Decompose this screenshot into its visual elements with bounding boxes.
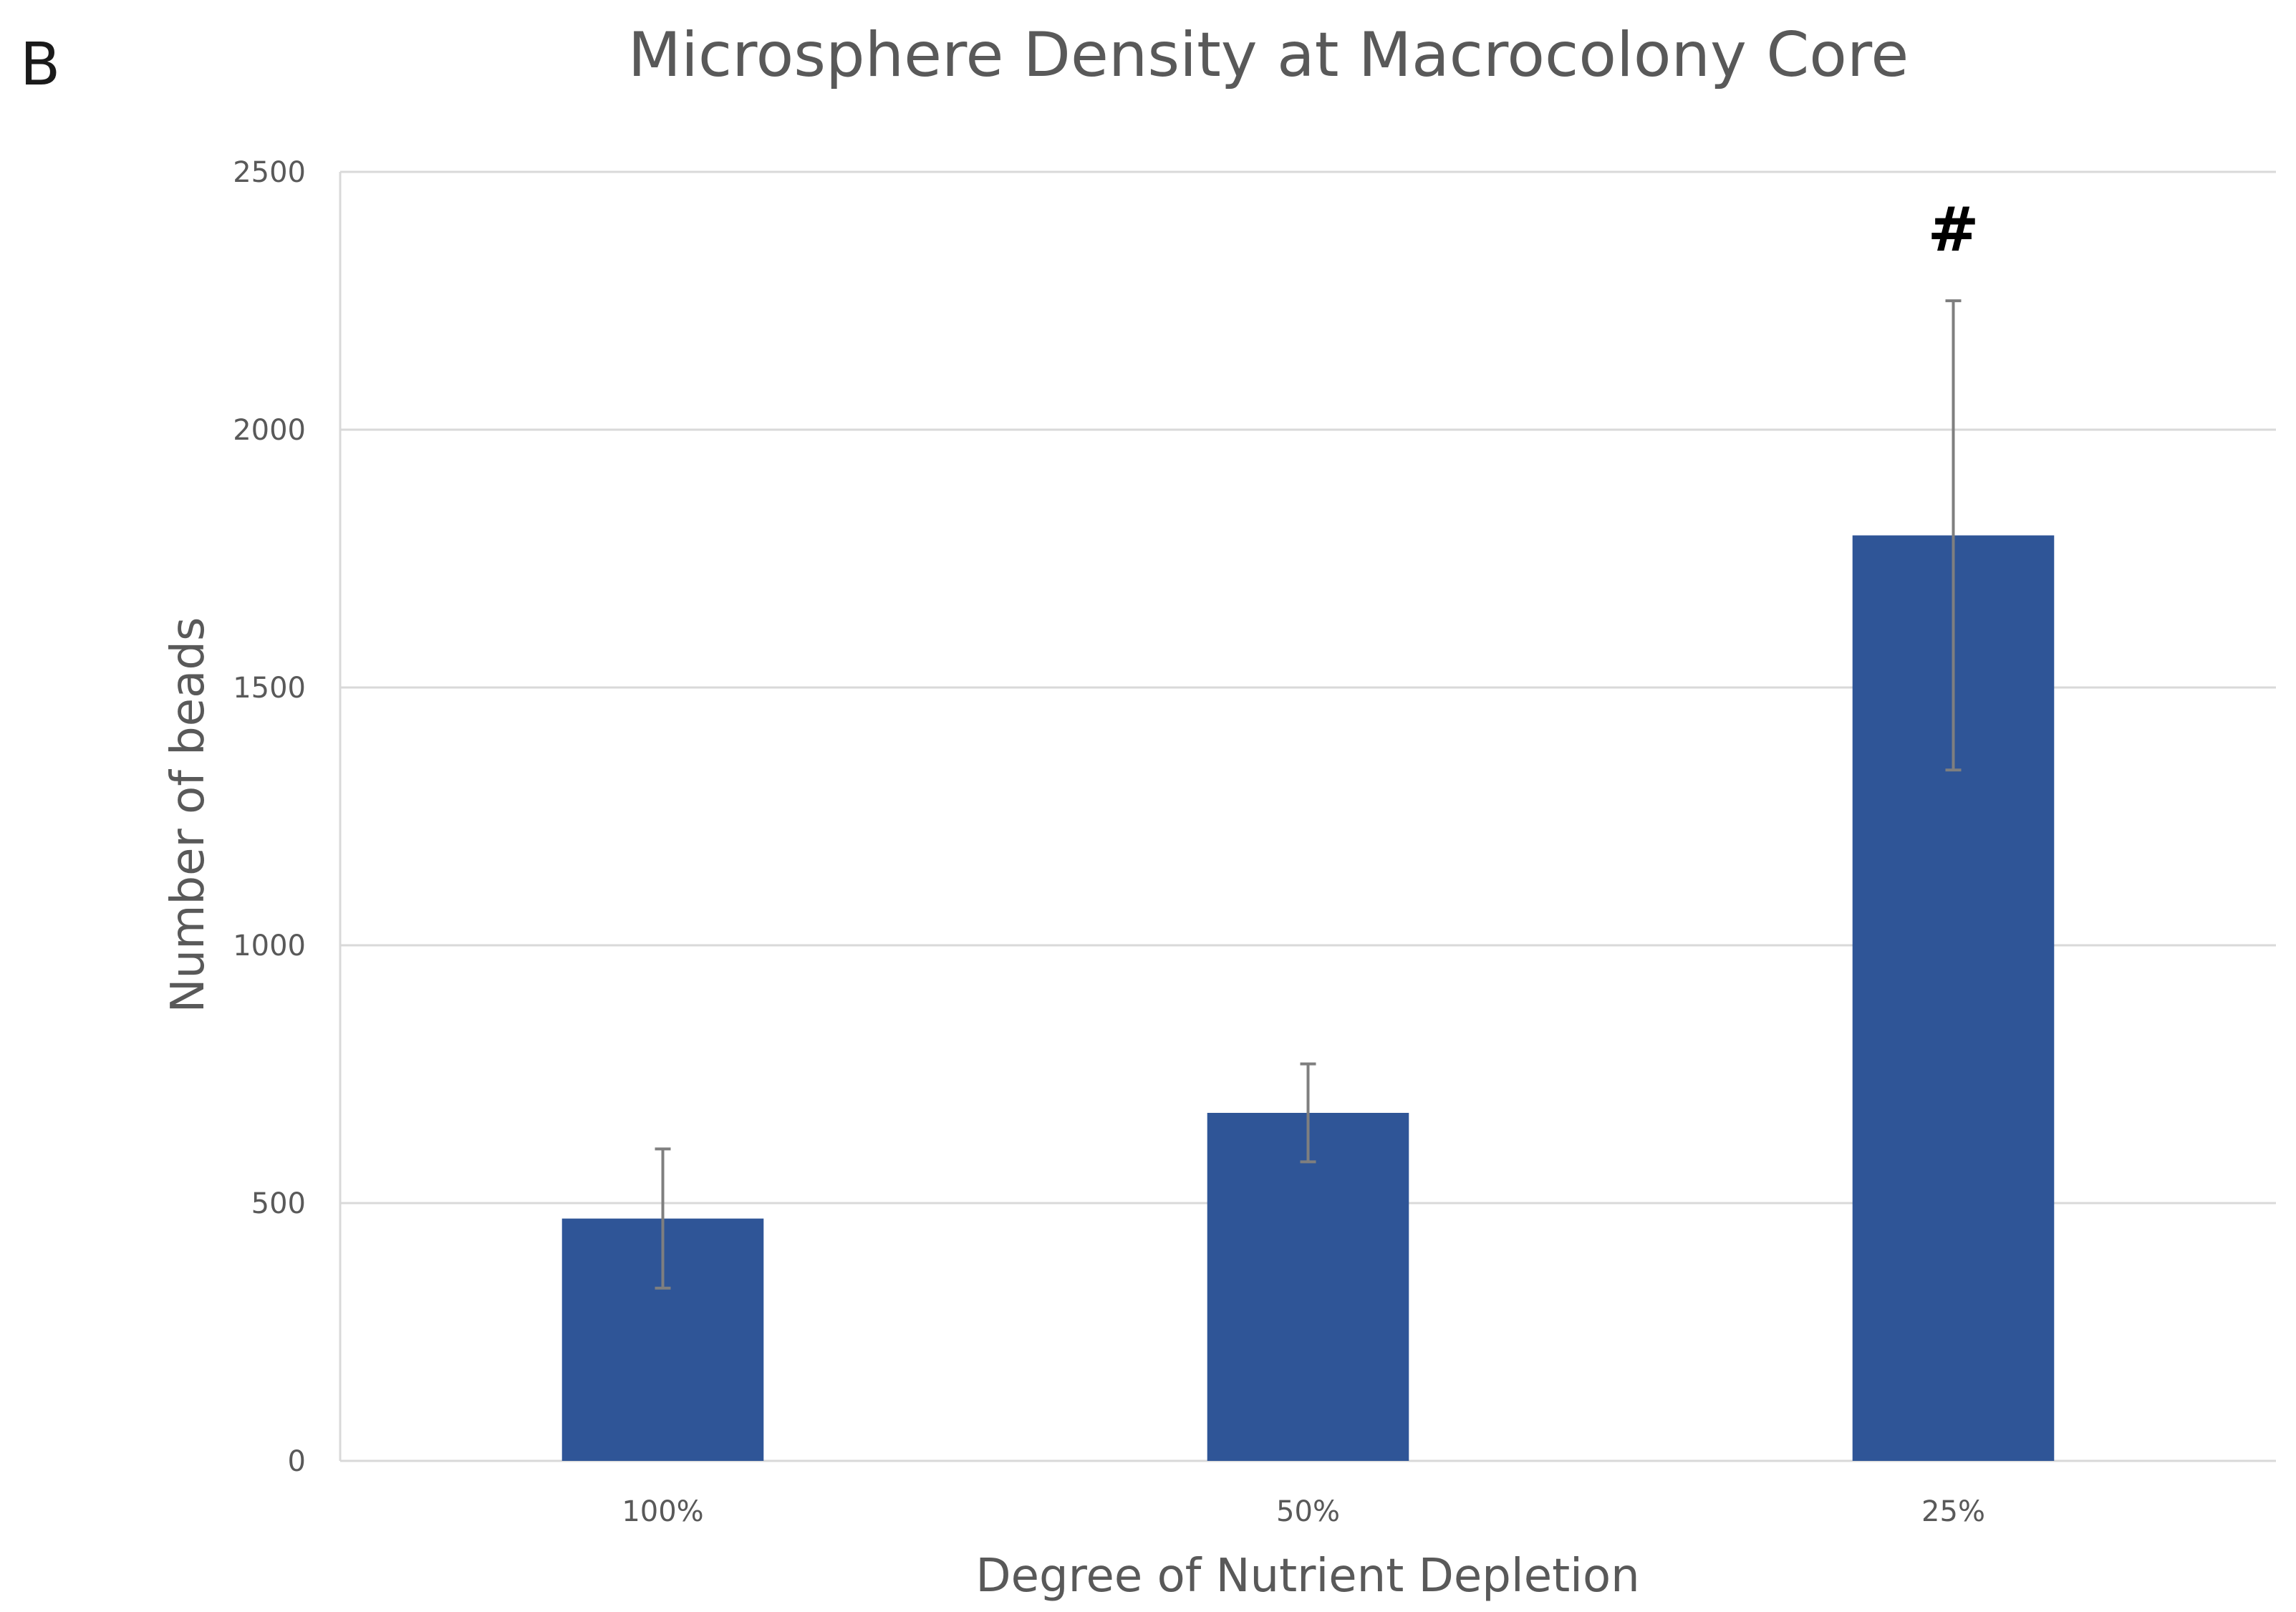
y-tick-label: 1000 <box>233 930 306 962</box>
x-tick-label: 100% <box>622 1495 703 1528</box>
y-axis-label: Number of beads <box>162 617 215 1013</box>
x-axis-label: Degree of Nutrient Depletion <box>975 1550 1639 1603</box>
y-tick-label: 2000 <box>233 414 306 447</box>
bar <box>1207 1113 1409 1461</box>
y-tick-label: 2500 <box>233 156 306 189</box>
bars <box>561 535 2055 1461</box>
error-bars <box>655 299 1962 1290</box>
annotations: # <box>1927 194 1979 266</box>
x-tick-label: 50% <box>1276 1495 1340 1528</box>
y-tick-label: 1500 <box>233 672 306 705</box>
significance-annotation: # <box>1927 194 1979 266</box>
chart-title: Microsphere Density at Macrocolony Core <box>628 19 1909 91</box>
y-tick-label: 0 <box>288 1445 306 1478</box>
y-axis-ticks: 0 500 1000 1500 2000 2500 <box>233 156 306 1478</box>
y-tick-label: 500 <box>251 1187 306 1220</box>
x-tick-label: 25% <box>1921 1495 1985 1528</box>
panel-label: B <box>20 31 60 99</box>
x-axis-ticks: 100% 50% 25% <box>622 1495 1985 1528</box>
